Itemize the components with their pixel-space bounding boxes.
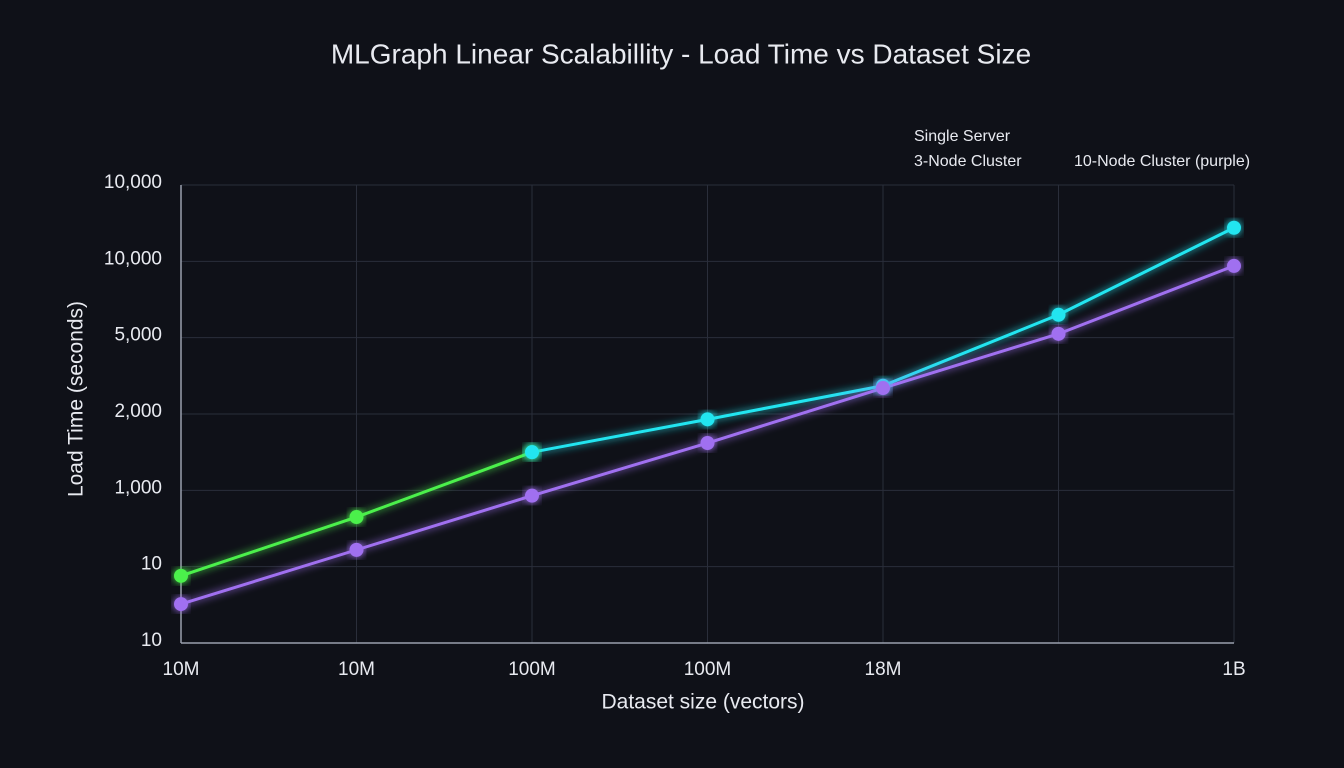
grid: 10 10 1,000 2,000 5,000 10,000 10,000 10M 10M 100… [104,172,1246,680]
data-point [174,568,188,583]
plot [174,220,1241,612]
data-point [349,510,364,525]
y-tick-label: 10,000 [104,172,162,193]
data-point [174,597,188,612]
data-point [1051,326,1066,341]
data-point [525,445,539,460]
x-tick-label: 10M [163,659,200,680]
y-tick-label: 10 [141,630,162,651]
data-point [700,436,715,451]
legend-label: Single Server [914,128,1011,145]
data-point [1227,220,1241,235]
data-point [349,542,364,557]
x-tick-label: 100M [508,659,556,680]
y-tick-label: 1,000 [114,477,162,498]
y-tick-label: 2,000 [114,401,162,422]
x-axis-title: Dataset size (vectors) [601,691,804,714]
data-point [876,381,890,396]
legend-label: 10-Node Cluster (purple) [1074,153,1250,170]
data-point [700,412,715,427]
y-tick-label: 10 [141,554,162,575]
data-point [1227,258,1241,273]
y-axis-title: Load Time (seconds) [65,301,88,497]
legend: Single Server 3-Node Cluster 10-Node Clust… [880,128,1250,170]
data-point [525,488,539,503]
legend-label: 3-Node Cluster [914,153,1022,170]
data-point [1051,307,1066,322]
y-tick-label: 5,000 [114,325,162,346]
x-tick-label: 100M [684,659,732,680]
chart-title: MLGraph Linear Scalabillity - Load Time … [331,38,1031,69]
y-tick-label: 10,000 [104,248,162,269]
x-tick-label: 18M [865,659,902,680]
x-tick-label: 1B [1222,659,1245,680]
x-tick-label: 10M [338,659,375,680]
